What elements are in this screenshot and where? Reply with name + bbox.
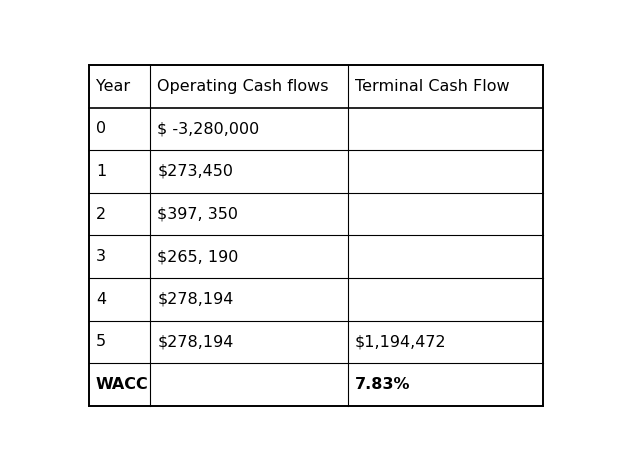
Text: 2: 2 (96, 206, 106, 221)
Text: 3: 3 (96, 249, 106, 264)
Text: $278,194: $278,194 (157, 292, 234, 307)
Text: 1: 1 (96, 164, 106, 179)
Text: $ -3,280,000: $ -3,280,000 (157, 121, 260, 137)
Text: $273,450: $273,450 (157, 164, 233, 179)
Text: 7.83%: 7.83% (355, 377, 410, 392)
Text: 5: 5 (96, 334, 106, 350)
Text: 4: 4 (96, 292, 106, 307)
Text: $278,194: $278,194 (157, 334, 234, 350)
Text: Terminal Cash Flow: Terminal Cash Flow (355, 79, 510, 94)
Text: $265, 190: $265, 190 (157, 249, 239, 264)
Text: Year: Year (96, 79, 130, 94)
Text: 0: 0 (96, 121, 106, 137)
Text: Operating Cash flows: Operating Cash flows (157, 79, 329, 94)
Text: $397, 350: $397, 350 (157, 206, 238, 221)
Text: $1,194,472: $1,194,472 (355, 334, 447, 350)
Text: WACC: WACC (96, 377, 149, 392)
